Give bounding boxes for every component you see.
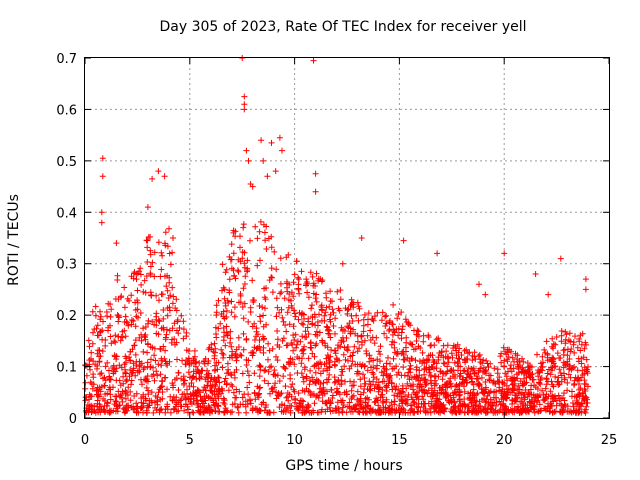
data-point bbox=[98, 209, 105, 216]
data-point bbox=[501, 250, 508, 257]
y-axis: 0 0.1 0.2 0.3 0.4 0.5 0.6 0.7 bbox=[56, 52, 609, 427]
data-point bbox=[276, 134, 283, 141]
y-tick-label: 0.3 bbox=[56, 258, 77, 273]
data-point bbox=[279, 147, 285, 154]
data-point bbox=[482, 291, 489, 298]
y-axis-label: ROTI / TECUs bbox=[6, 194, 22, 286]
data-point bbox=[339, 260, 346, 267]
data-point bbox=[476, 281, 482, 288]
data-points bbox=[82, 55, 591, 416]
x-tick-label: 5 bbox=[186, 433, 194, 448]
x-tick-label: 10 bbox=[286, 433, 303, 448]
data-point bbox=[149, 175, 156, 182]
data-point-cluster bbox=[90, 252, 569, 416]
y-tick-label: 0.4 bbox=[56, 206, 77, 221]
x-tick-label: 25 bbox=[601, 433, 618, 448]
plot-frame bbox=[84, 57, 610, 419]
data-point bbox=[358, 235, 365, 241]
y-tick-label: 0.6 bbox=[56, 103, 77, 118]
data-point-cluster bbox=[83, 258, 585, 416]
data-point bbox=[245, 157, 252, 164]
data-point bbox=[532, 271, 539, 277]
y-tick-label: 0.7 bbox=[56, 52, 77, 67]
data-point bbox=[312, 170, 319, 177]
data-point bbox=[582, 276, 589, 283]
data-point bbox=[390, 301, 397, 308]
y-tick-label: 0.2 bbox=[56, 309, 77, 324]
data-point bbox=[312, 188, 319, 195]
data-point bbox=[272, 168, 279, 175]
data-point bbox=[98, 219, 105, 226]
data-point-cluster bbox=[101, 242, 590, 416]
x-axis-label: GPS time / hours bbox=[285, 458, 402, 474]
data-point bbox=[260, 157, 267, 164]
data-point bbox=[400, 237, 407, 244]
data-point bbox=[249, 183, 256, 190]
x-tick-label: 15 bbox=[391, 433, 408, 448]
data-point-cluster bbox=[122, 229, 590, 416]
y-tick-label: 0.5 bbox=[56, 155, 77, 170]
data-point bbox=[268, 139, 275, 146]
data-point bbox=[161, 173, 168, 180]
data-point bbox=[113, 240, 120, 247]
data-point-cluster bbox=[82, 234, 560, 414]
data-point-cluster bbox=[92, 221, 588, 416]
y-tick-label: 0 bbox=[69, 412, 77, 427]
data-point bbox=[241, 93, 248, 100]
data-point bbox=[258, 137, 265, 144]
x-tick-label: 20 bbox=[496, 433, 513, 448]
data-point bbox=[243, 147, 250, 154]
data-point bbox=[310, 57, 317, 64]
data-point bbox=[144, 204, 151, 211]
data-point bbox=[241, 101, 248, 108]
chart-title: Day 305 of 2023, Rate Of TEC Index for r… bbox=[159, 19, 526, 35]
y-tick-label: 0.1 bbox=[56, 361, 77, 376]
data-point-cluster bbox=[93, 265, 586, 416]
data-point bbox=[241, 106, 248, 113]
data-point bbox=[545, 291, 552, 298]
data-point bbox=[264, 173, 271, 180]
data-point bbox=[155, 168, 162, 175]
data-point-cluster bbox=[82, 298, 587, 416]
data-point-cluster bbox=[95, 260, 588, 416]
data-point bbox=[557, 255, 564, 262]
data-point bbox=[170, 235, 176, 241]
data-point-cluster bbox=[82, 235, 589, 412]
data-point bbox=[582, 286, 589, 293]
x-tick-label: 0 bbox=[81, 433, 89, 448]
data-point bbox=[99, 173, 106, 180]
data-point-cluster bbox=[94, 250, 584, 416]
data-point bbox=[99, 155, 106, 162]
data-point bbox=[434, 250, 441, 257]
x-axis: 0 5 10 15 20 25 bbox=[81, 58, 617, 448]
